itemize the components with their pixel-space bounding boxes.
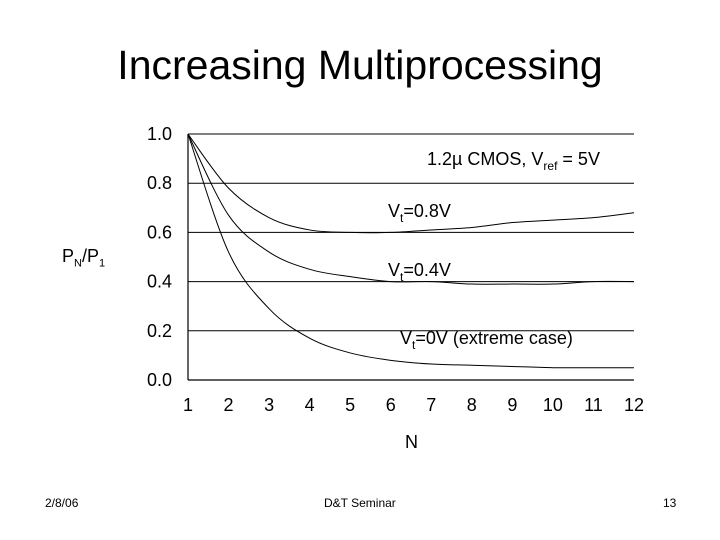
annotation-header-sub: ref — [543, 159, 558, 173]
y-axis-label-sub-n: N — [74, 257, 82, 270]
y-axis-label-main: P — [62, 246, 75, 266]
x-tick-label: 6 — [386, 395, 396, 415]
annotation-header: 1.2µ CMOS, Vref = 5V — [427, 149, 600, 173]
y-tick-label: 0.8 — [147, 173, 172, 193]
x-axis-label: N — [405, 432, 418, 452]
axes — [187, 134, 634, 381]
annotation-vt0-tail: =0V (extreme case) — [415, 328, 573, 348]
y-tick-label: 0.0 — [147, 370, 172, 390]
page-number: 13 — [663, 496, 677, 510]
annotation-vt08-main: V — [388, 201, 400, 221]
series-line-1 — [187, 133, 635, 234]
annotation-vt08-tail: =0.8V — [403, 201, 451, 221]
x-tick-label: 10 — [543, 395, 563, 415]
x-tick-label: 4 — [305, 395, 315, 415]
x-tick-label: 5 — [345, 395, 355, 415]
x-tick-label: 12 — [624, 395, 644, 415]
slide-title: Increasing Multiprocessing — [117, 42, 603, 88]
x-tick-labels: 1 2 3 4 5 6 7 8 9 10 11 12 — [183, 395, 644, 415]
series-line-2 — [187, 133, 635, 285]
x-tick-label: 7 — [426, 395, 436, 415]
footer-date: 2/8/06 — [45, 496, 79, 510]
y-axis-label-mid: /P — [81, 246, 99, 266]
annotations: 1.2µ CMOS, Vref = 5V Vt=0.8V Vt=0.4V Vt=… — [388, 149, 600, 352]
annotation-vt04-sub: t — [400, 270, 404, 284]
footer-title: D&T Seminar — [324, 496, 396, 510]
annotation-vt0-sub: t — [412, 338, 416, 352]
annotation-header-main: 1.2µ CMOS, V — [427, 149, 543, 169]
y-tick-label: 0.2 — [147, 321, 172, 341]
annotation-vt04-tail: =0.4V — [403, 260, 451, 280]
annotation-vt04: Vt=0.4V — [388, 260, 451, 284]
y-tick-labels: 0.0 0.2 0.4 0.6 0.8 1.0 — [147, 124, 172, 390]
y-axis-label-sub-1: 1 — [98, 257, 106, 270]
series-line-3 — [187, 133, 635, 369]
annotation-vt04-main: V — [388, 260, 400, 280]
y-axis-label: PN/P1 — [62, 246, 105, 270]
x-tick-label: 11 — [584, 395, 603, 415]
x-tick-label: 8 — [467, 395, 477, 415]
annotation-vt0-main: V — [400, 328, 412, 348]
annotation-vt08: Vt=0.8V — [388, 201, 451, 225]
x-tick-label: 9 — [507, 395, 517, 415]
y-tick-label: 0.4 — [147, 272, 172, 292]
annotation-header-tail: = 5V — [557, 149, 600, 169]
y-tick-label: 0.6 — [147, 222, 172, 242]
series-group — [187, 133, 635, 369]
x-tick-label: 1 — [183, 395, 193, 415]
x-tick-label: 2 — [224, 395, 234, 415]
x-tick-label: 3 — [264, 395, 274, 415]
annotation-vt08-sub: t — [400, 211, 404, 225]
y-tick-label: 1.0 — [147, 124, 172, 144]
annotation-vt0: Vt=0V (extreme case) — [400, 328, 573, 352]
